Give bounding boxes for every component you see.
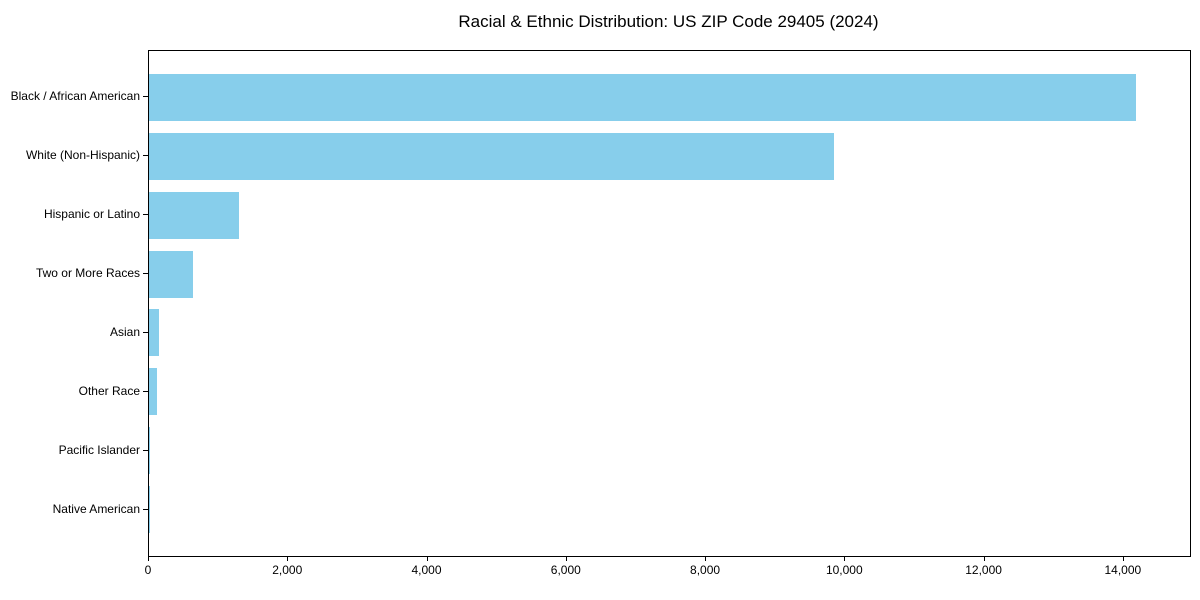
bar-other-race [149,368,158,416]
y-tick-label-white-non-hispanic: White (Non-Hispanic) [25,148,140,163]
y-tick-label-pacific-islander: Pacific Islander [58,442,140,457]
y-tick-label-two-or-more-races: Two or More Races [35,266,140,281]
bar-black-african-american [149,73,1137,122]
y-tick-black-african-american [143,96,148,98]
chart-title: Racial & Ethnic Distribution: US ZIP Cod… [458,12,879,31]
x-tick-label-10,000: 10,000 [825,563,863,577]
y-tick-asian [143,331,148,333]
bar-white-non-hispanic [149,132,835,180]
y-tick-hispanic-or-latino [143,214,148,216]
x-tick-label-14,000: 14,000 [1104,563,1142,577]
x-tick-8,000 [705,556,707,561]
y-tick-other-race [143,390,148,392]
bar-two-or-more-races [149,250,193,298]
x-tick-4,000 [426,556,428,561]
y-tick-label-other-race: Other Race [78,383,140,398]
x-tick-label-0: 0 [144,563,152,577]
y-tick-two-or-more-races [143,273,148,275]
x-tick-label-6,000: 6,000 [550,563,581,577]
bar-hispanic-or-latino [149,191,239,239]
x-tick-14,000 [1122,556,1124,561]
x-tick-2,000 [287,556,289,561]
x-tick-label-4,000: 4,000 [411,563,442,577]
bar-pacific-islander [149,427,151,475]
x-tick-6,000 [565,556,567,561]
x-tick-label-8,000: 8,000 [690,563,721,577]
x-tick-label-2,000: 2,000 [272,563,303,577]
x-tick-label-12,000: 12,000 [965,563,1002,577]
x-tick-10,000 [844,556,846,561]
y-tick-native-american [143,508,148,510]
y-tick-label-hispanic-or-latino: Hispanic or Latino [43,207,140,222]
bar-asian [149,309,160,357]
y-tick-label-asian: Asian [109,324,140,339]
y-tick-pacific-islander [143,449,148,451]
x-tick-0 [148,556,149,561]
plot-area [148,50,1191,557]
y-tick-label-black-african-american: Black / African American [10,89,140,104]
x-tick-12,000 [983,556,985,561]
y-tick-white-non-hispanic [143,155,148,157]
y-tick-label-native-american: Native American [52,501,140,516]
